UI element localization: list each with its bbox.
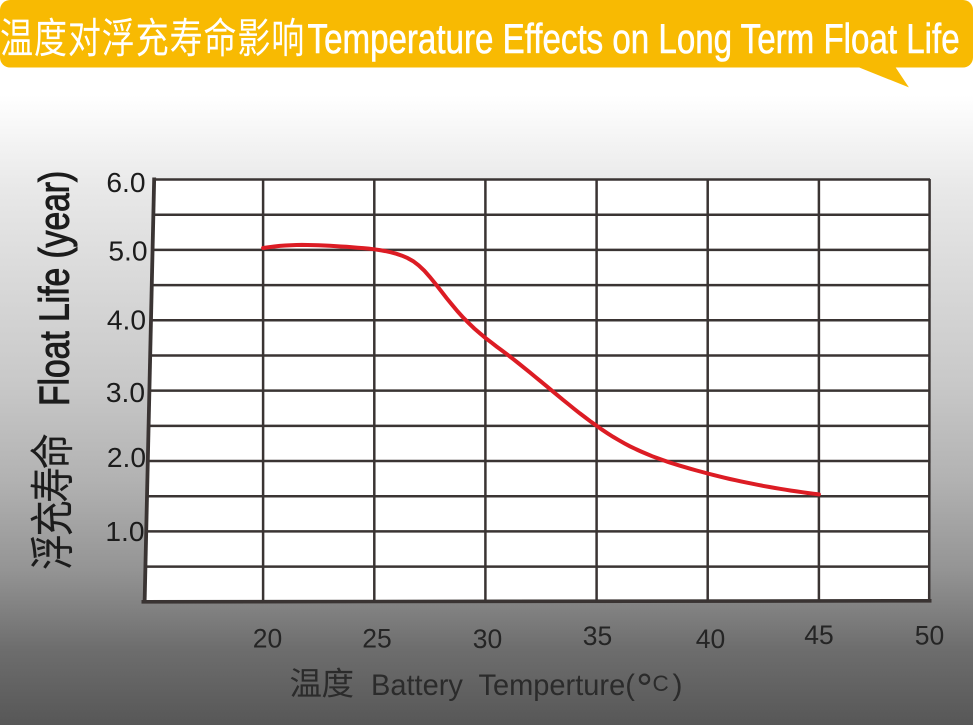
- svg-text:6.0: 6.0: [106, 166, 145, 198]
- svg-text:30: 30: [473, 624, 502, 654]
- svg-text:2.0: 2.0: [107, 441, 146, 473]
- svg-text:Float Life (year): Float Life (year): [32, 171, 78, 406]
- svg-text:1.0: 1.0: [105, 515, 144, 547]
- svg-text:40: 40: [696, 624, 725, 654]
- svg-text:): ): [673, 669, 683, 702]
- svg-text:4.0: 4.0: [107, 304, 146, 336]
- svg-text:5.0: 5.0: [108, 235, 147, 267]
- svg-text:35: 35: [583, 621, 612, 651]
- svg-text:45: 45: [804, 620, 833, 650]
- svg-text:Temperature Effects on Long Te: Temperature Effects on Long Term Float L…: [308, 16, 960, 63]
- svg-text:50: 50: [915, 621, 944, 651]
- svg-text:25: 25: [362, 624, 391, 654]
- svg-text:3.0: 3.0: [106, 376, 145, 408]
- svg-text:Battery Temperture(: Battery Temperture(: [371, 669, 635, 703]
- svg-text:C: C: [653, 671, 669, 696]
- svg-text:20: 20: [253, 624, 282, 654]
